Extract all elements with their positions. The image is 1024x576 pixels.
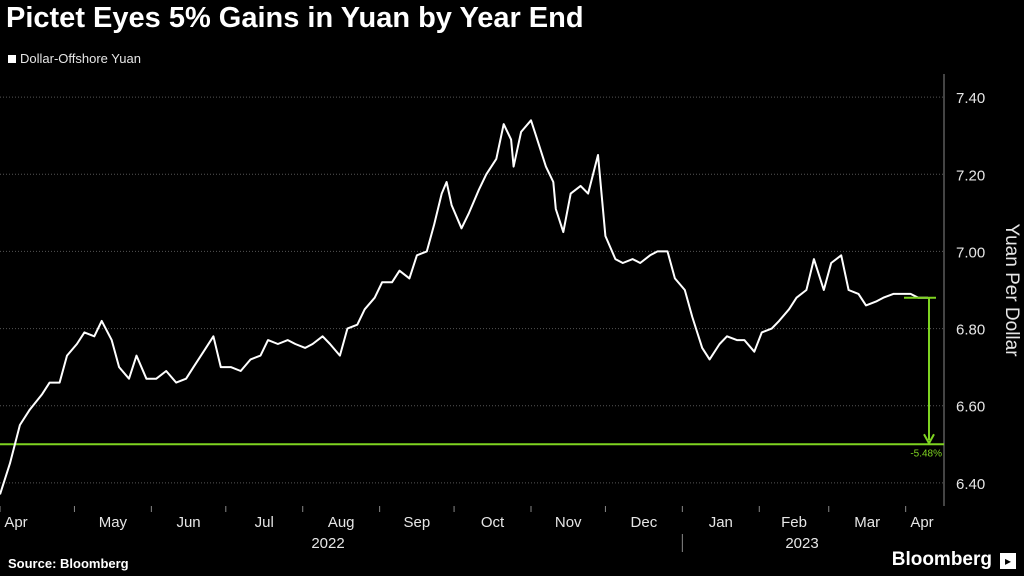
x-tick-label: Apr — [4, 514, 27, 531]
chart-title: Pictet Eyes 5% Gains in Yuan by Year End — [6, 2, 584, 34]
x-tick-label: Jul — [255, 514, 274, 531]
brand-logo-badge: ▸ — [1000, 553, 1016, 569]
legend: Dollar-Offshore Yuan — [8, 51, 141, 66]
x-tick-label: Aug — [328, 514, 355, 531]
y-tick-label: 6.40 — [956, 476, 985, 493]
change-arrow-head — [923, 433, 935, 446]
y-tick-label: 7.40 — [956, 90, 985, 107]
source-note: Source: Bloomberg — [8, 556, 129, 571]
legend-label: Dollar-Offshore Yuan — [20, 51, 141, 66]
x-tick-label: Mar — [854, 514, 880, 531]
legend-swatch — [8, 54, 16, 63]
x-tick-label: Jan — [709, 514, 733, 531]
x-tick-label: May — [99, 514, 128, 531]
series-line — [0, 119, 928, 495]
y-axis-title: Yuan Per Dollar — [1001, 223, 1022, 357]
x-year-label: 2022 — [311, 535, 344, 552]
change-label: -5.48% — [910, 448, 942, 459]
x-tick-label: Apr — [910, 514, 933, 531]
x-tick-label: Sep — [404, 514, 431, 531]
y-tick-label: 6.60 — [956, 399, 985, 416]
x-tick-label: Jun — [176, 514, 200, 531]
brand-logo: Bloomberg — [891, 549, 992, 570]
x-year-label: 2023 — [785, 535, 818, 552]
x-tick-label: Nov — [555, 514, 582, 531]
y-tick-label: 6.80 — [956, 322, 985, 339]
x-tick-label: Dec — [631, 514, 658, 531]
x-tick-label: Feb — [781, 514, 807, 531]
y-tick-label: 7.00 — [956, 244, 985, 261]
x-tick-label: Oct — [481, 514, 505, 531]
y-tick-label: 7.20 — [956, 167, 985, 184]
